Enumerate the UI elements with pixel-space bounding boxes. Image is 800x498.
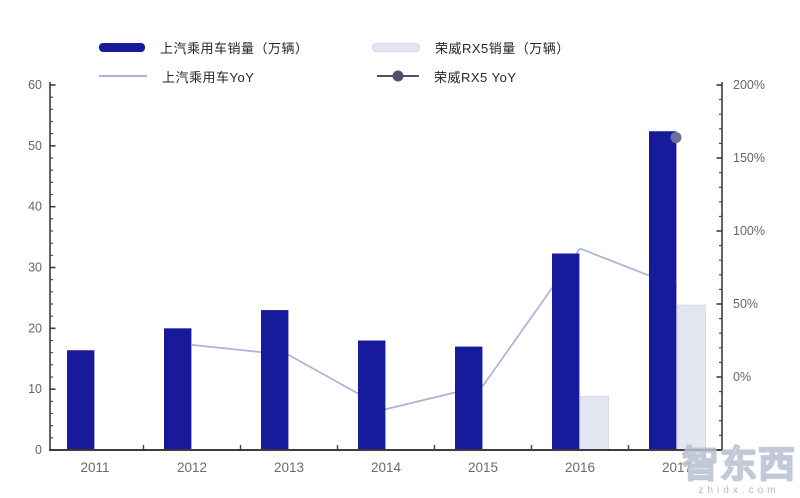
legend-label-rx5-yoy: 荣威RX5 YoY — [434, 69, 517, 85]
x-axis-label-2011: 2011 — [80, 460, 109, 475]
legend-item-rx5-yoy: 荣威RX5 YoY — [377, 67, 517, 85]
saic-sales-bar-2016 — [552, 253, 580, 450]
x-axis-label-2016: 2016 — [565, 460, 595, 475]
x-axis-label-2014: 2014 — [371, 460, 402, 475]
right-axis-tick-label: 50% — [733, 297, 758, 311]
left-axis-tick-label: 10 — [28, 382, 42, 396]
left-axis-tick-label: 20 — [28, 321, 42, 335]
x-axis-label-2017: 2017 — [662, 460, 692, 475]
legend-item-rx5-sales: 荣威RX5销量（万辆） — [372, 38, 570, 56]
right-axis-tick-label: 100% — [733, 224, 765, 238]
legend-item-saic-sales: 上汽乘用车销量（万辆） — [99, 38, 309, 56]
right-axis-tick-label: 200% — [733, 78, 765, 92]
x-axis-label-2013: 2013 — [274, 460, 304, 475]
right-axis-tick-label: 150% — [733, 151, 765, 165]
x-axis-label-2012: 2012 — [177, 460, 207, 475]
legend-label-saic-sales: 上汽乘用车销量（万辆） — [160, 40, 309, 56]
legend-swatch-rx5-sales-bar — [372, 42, 420, 52]
saic-sales-bar-2014 — [358, 340, 386, 450]
left-axis-tick-label: 40 — [28, 200, 42, 214]
left-axis-tick-label: 60 — [28, 78, 42, 92]
left-axis-tick-label: 50 — [28, 139, 42, 153]
saic-sales-bar-2017 — [649, 131, 677, 450]
legend-swatch-rx5-yoy-marker — [377, 70, 419, 82]
saic-sales-bar-2015 — [455, 346, 483, 450]
left-axis-tick-label: 0 — [35, 443, 42, 457]
left-axis-tick-label: 30 — [28, 261, 42, 275]
right-axis-tick-label: 0% — [733, 370, 751, 384]
saic-sales-bar-2012 — [164, 328, 192, 450]
rx5-sales-bar-2016 — [580, 395, 610, 451]
x-axis-label-2015: 2015 — [468, 460, 498, 475]
legend-swatch-saic-sales-bar — [99, 42, 145, 52]
legend-swatch-saic-yoy-line — [99, 75, 147, 77]
legend-item-saic-yoy: 上汽乘用车YoY — [99, 67, 254, 85]
legend-label-rx5-sales: 荣威RX5销量（万辆） — [435, 40, 570, 56]
saic-sales-bar-2011 — [67, 350, 95, 450]
rx5-sales-bar-2017 — [677, 304, 707, 451]
rx5-yoy-point-2017 — [670, 132, 682, 144]
legend-label-saic-yoy: 上汽乘用车YoY — [162, 69, 255, 85]
saic-sales-bar-2013 — [261, 310, 289, 450]
